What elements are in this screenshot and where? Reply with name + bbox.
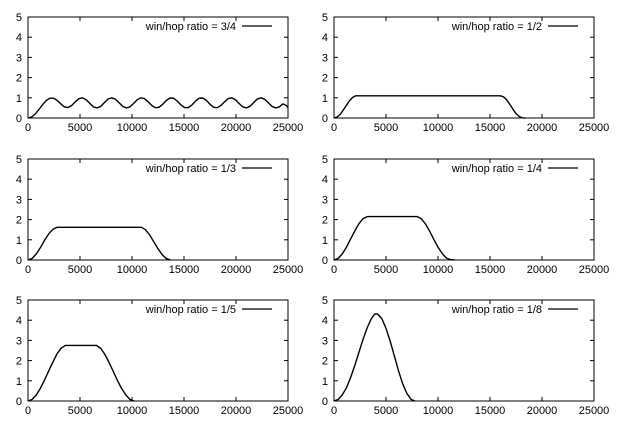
chart-panel-5: 0 1 2 3 4 5 0 5000 10000 15000 20000 25000 win/hop r… (16, 295, 303, 417)
x-tick-label: 25000 (273, 122, 304, 134)
series-line (334, 314, 415, 401)
y-tick-label: 0 (322, 113, 328, 125)
x-tick-label: 15000 (169, 122, 200, 134)
x-tick-label: 5000 (68, 122, 92, 134)
x-tick-label: 0 (331, 405, 337, 417)
legend-label: win/hop ratio = 1/2 (451, 21, 542, 33)
y-tick-label: 1 (16, 93, 22, 105)
x-tick-label: 10000 (117, 122, 148, 134)
x-tick-label: 20000 (527, 264, 558, 276)
y-tick-label: 2 (16, 215, 22, 227)
legend-label: win/hop ratio = 1/8 (451, 304, 542, 316)
x-tick-label: 20000 (221, 264, 252, 276)
y-tick-label: 5 (322, 154, 328, 166)
chart-panel-4: 0 1 2 3 4 5 0 5000 10000 15000 20000 25000 win/hop r… (322, 154, 609, 276)
x-tick-label: 0 (331, 122, 337, 134)
y-tick-label: 4 (322, 174, 328, 186)
y-tick-label: 5 (16, 12, 22, 24)
x-tick-label: 5000 (68, 405, 92, 417)
y-tick-label: 0 (322, 255, 328, 267)
y-tick-label: 1 (16, 376, 22, 388)
series-line (334, 96, 525, 118)
y-tick-label: 0 (16, 255, 22, 267)
y-tick-label: 2 (322, 73, 328, 85)
x-tick-label: 10000 (117, 405, 148, 417)
x-tick-label: 0 (331, 264, 337, 276)
x-tick-label: 20000 (221, 122, 252, 134)
y-tick-label: 4 (322, 315, 328, 327)
y-tick-label: 1 (322, 376, 328, 388)
y-tick-label: 2 (322, 215, 328, 227)
x-tick-label: 15000 (169, 405, 200, 417)
x-tick-label: 5000 (374, 264, 398, 276)
y-tick-label: 1 (322, 235, 328, 247)
legend-label: win/hop ratio = 3/4 (145, 21, 236, 33)
y-tick-label: 2 (16, 73, 22, 85)
x-tick-label: 20000 (221, 405, 252, 417)
y-tick-label: 3 (16, 335, 22, 347)
y-tick-label: 3 (322, 194, 328, 206)
x-tick-label: 10000 (117, 264, 148, 276)
y-tick-label: 4 (16, 174, 22, 186)
y-tick-label: 1 (16, 235, 22, 247)
x-tick-label: 25000 (273, 264, 304, 276)
x-tick-label: 25000 (579, 405, 610, 417)
x-tick-label: 0 (25, 405, 31, 417)
y-tick-label: 2 (322, 356, 328, 368)
y-tick-label: 0 (322, 396, 328, 408)
y-tick-label: 5 (16, 154, 22, 166)
y-tick-label: 0 (16, 113, 22, 125)
x-tick-label: 15000 (475, 122, 506, 134)
legend-label: win/hop ratio = 1/3 (145, 163, 236, 175)
y-tick-label: 4 (16, 315, 22, 327)
x-tick-label: 20000 (527, 405, 558, 417)
series-line (28, 98, 288, 118)
chart-panel-3: 0 1 2 3 4 5 0 5000 10000 15000 20000 25000 win/hop r… (16, 154, 303, 276)
y-tick-label: 5 (322, 295, 328, 307)
chart-panel-2: 0 1 2 3 4 5 0 5000 10000 15000 20000 25000 win/hop r… (322, 12, 609, 134)
x-tick-label: 5000 (374, 405, 398, 417)
x-tick-label: 10000 (423, 405, 454, 417)
x-tick-label: 5000 (374, 122, 398, 134)
y-tick-label: 1 (322, 93, 328, 105)
y-tick-label: 5 (322, 12, 328, 24)
y-tick-label: 2 (16, 356, 22, 368)
legend-label: win/hop ratio = 1/4 (451, 163, 542, 175)
series-line (28, 345, 134, 401)
x-tick-label: 15000 (475, 405, 506, 417)
x-tick-label: 15000 (475, 264, 506, 276)
y-tick-label: 4 (322, 32, 328, 44)
x-tick-label: 20000 (527, 122, 558, 134)
x-tick-label: 10000 (423, 264, 454, 276)
y-tick-label: 3 (322, 52, 328, 64)
x-tick-label: 25000 (579, 264, 610, 276)
y-tick-label: 3 (16, 194, 22, 206)
chart-panel-6: 0 1 2 3 4 5 0 5000 10000 15000 20000 25000 win/hop r… (322, 295, 609, 417)
x-tick-label: 15000 (169, 264, 200, 276)
x-tick-label: 25000 (273, 405, 304, 417)
legend-label: win/hop ratio = 1/5 (145, 304, 236, 316)
x-tick-label: 0 (25, 264, 31, 276)
x-tick-label: 10000 (423, 122, 454, 134)
series-line (334, 217, 455, 260)
y-tick-label: 4 (16, 32, 22, 44)
y-tick-label: 0 (16, 396, 22, 408)
chart-panel-1: 0 1 2 3 4 5 0 5000 10000 15000 20000 25000 win/hop r… (16, 12, 303, 134)
y-tick-label: 3 (16, 52, 22, 64)
y-tick-label: 3 (322, 335, 328, 347)
x-tick-label: 5000 (68, 264, 92, 276)
x-tick-label: 25000 (579, 122, 610, 134)
x-tick-label: 0 (25, 122, 31, 134)
series-line (28, 227, 171, 260)
y-tick-label: 5 (16, 295, 22, 307)
